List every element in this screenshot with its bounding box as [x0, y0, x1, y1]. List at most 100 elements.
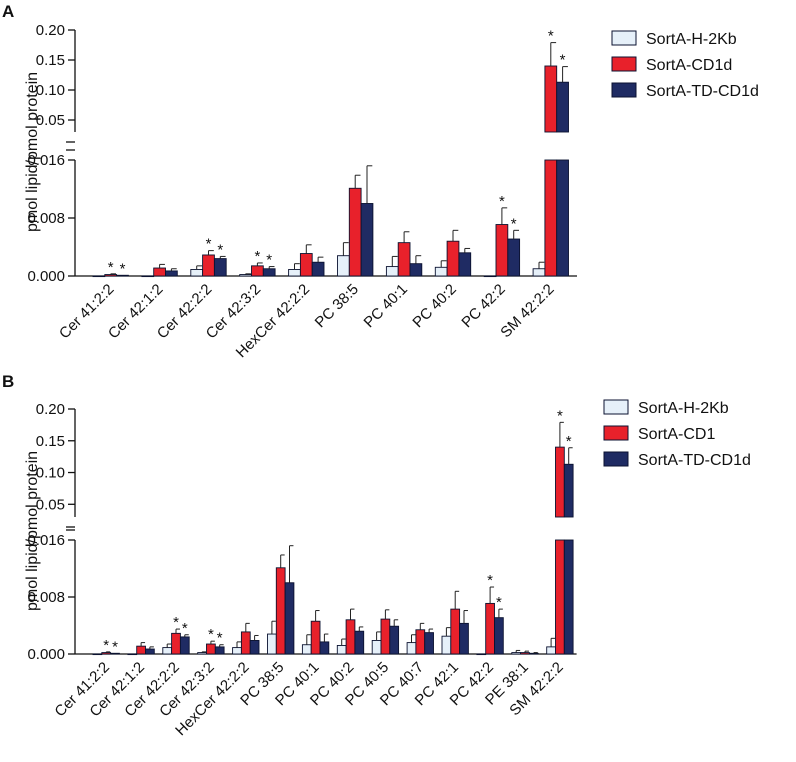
bar [556, 159, 569, 277]
bar [179, 636, 190, 655]
bar [555, 446, 565, 518]
x-tick-label: PC 38:5 [312, 281, 362, 331]
bar [544, 159, 558, 277]
bar [441, 635, 452, 655]
legend-swatch [611, 30, 637, 46]
significance-star: * [254, 248, 260, 265]
bar [476, 653, 487, 656]
bar [380, 618, 391, 655]
bar [319, 641, 330, 655]
bar [136, 645, 146, 655]
bar [385, 266, 399, 277]
bar [299, 253, 313, 277]
bar [532, 268, 546, 277]
bar [450, 608, 461, 655]
significance-star: * [560, 52, 566, 69]
bar [354, 630, 365, 655]
bar [110, 652, 120, 655]
legend-label: SortA-TD-CD1d [646, 83, 759, 100]
bar [507, 238, 521, 277]
bar [458, 252, 472, 277]
bar [563, 463, 574, 518]
bar [528, 652, 539, 655]
significance-star: * [103, 637, 109, 654]
bar [555, 539, 565, 655]
bar [459, 622, 469, 655]
y-tick-label: 0.016 [27, 532, 65, 549]
y-axis-label: pmol lipid/pmol protein [24, 451, 41, 611]
y-tick-label: 0.008 [27, 210, 65, 227]
significance-star: * [208, 626, 214, 643]
legend-label: SortA-H-2Kb [646, 31, 737, 48]
bar [556, 81, 569, 133]
bar [424, 632, 434, 655]
significance-star: * [487, 572, 493, 589]
significance-star: * [266, 252, 272, 269]
bar [171, 632, 181, 655]
bar [240, 631, 251, 655]
bar [485, 602, 495, 655]
bar [337, 255, 350, 277]
bar [511, 652, 522, 655]
significance-star: * [217, 241, 223, 258]
bar [153, 267, 166, 277]
legend-swatch [603, 425, 629, 441]
bar [141, 275, 155, 278]
y-tick-label: 0.10 [36, 82, 65, 99]
y-tick-label: 0.05 [36, 112, 65, 129]
bar [360, 203, 374, 277]
bar [311, 261, 325, 277]
bar [214, 646, 225, 655]
significance-star: * [173, 614, 179, 631]
bar [116, 274, 129, 277]
bar [406, 642, 417, 655]
y-tick-label: 0.15 [36, 433, 65, 450]
y-tick-label: 0.008 [27, 589, 65, 606]
bar [389, 625, 400, 655]
bar [213, 258, 227, 277]
panel-letter: A [2, 2, 14, 21]
bar [92, 275, 106, 278]
x-tick-label: SM 42:2:2 [497, 281, 557, 341]
bar [348, 187, 362, 277]
bar [165, 270, 178, 277]
y-axis-label: pmol lipid/pmol protein [24, 72, 41, 232]
bar [249, 640, 260, 655]
bar [267, 633, 277, 655]
legend-swatch [603, 399, 629, 415]
bar [434, 266, 448, 277]
bar [415, 629, 426, 655]
bar [92, 653, 103, 656]
significance-star: * [120, 260, 126, 277]
bar [563, 539, 574, 655]
bar [197, 652, 207, 655]
bar [275, 567, 286, 655]
bar [145, 648, 155, 655]
y-tick-label: 0.000 [27, 268, 65, 285]
bar [262, 268, 276, 277]
significance-star: * [511, 215, 517, 232]
bar [546, 646, 556, 655]
bar [251, 265, 264, 277]
significance-star: * [108, 259, 114, 276]
y-tick-label: 0.05 [36, 496, 65, 513]
bar [520, 652, 530, 655]
bar [239, 274, 252, 277]
bar [162, 647, 173, 655]
bar [495, 224, 509, 277]
bar [397, 242, 411, 277]
y-tick-label: 0.10 [36, 465, 65, 482]
significance-star: * [496, 594, 502, 611]
x-tick-label: PC 40:1 [361, 281, 411, 331]
panel-letter: B [2, 372, 14, 391]
bar [483, 275, 497, 278]
legend-swatch [611, 82, 637, 98]
significance-star: * [206, 236, 212, 253]
bar [544, 65, 558, 133]
significance-star: * [566, 433, 572, 450]
significance-star: * [499, 193, 505, 210]
y-tick-label: 0.016 [27, 152, 65, 169]
legend-label: SortA-H-2Kb [638, 400, 729, 417]
bar [284, 582, 295, 655]
